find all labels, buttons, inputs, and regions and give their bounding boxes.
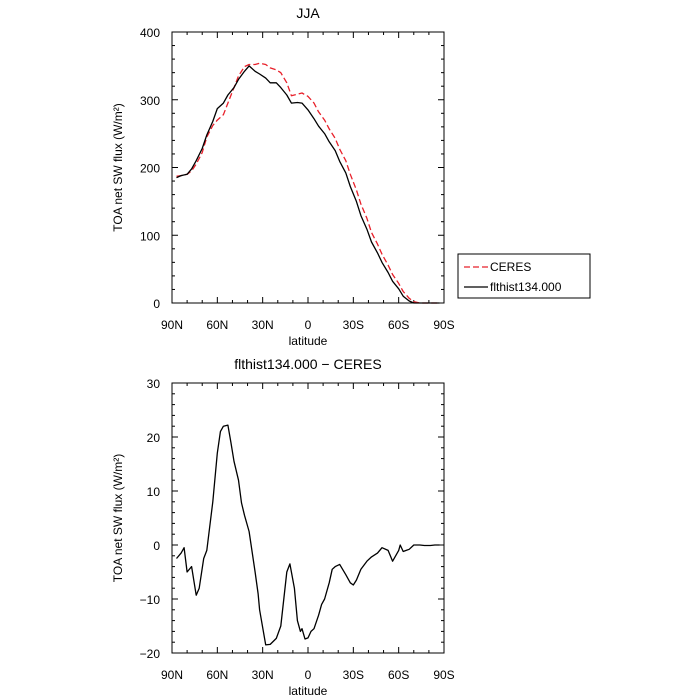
panel1-frame [171, 31, 445, 304]
panel2-x-axis-label: latitude [289, 684, 328, 698]
panel2-x-tick-label: 60N [206, 668, 228, 682]
legend-box [457, 253, 591, 299]
panel2-frame [171, 382, 445, 654]
panel2-x-tick-label: 30S [343, 668, 364, 682]
legend-label: flthist134.000 [490, 280, 562, 294]
panel2-y-tick-label: −10 [140, 593, 161, 607]
panel2-y-tick-label: −20 [140, 647, 161, 661]
panel2-x-tick-label: 60S [388, 668, 409, 682]
panel1-series-line-flthist134-000 [176, 65, 440, 304]
legend-label: CERES [490, 260, 531, 274]
panel1-y-axis-label: TOA net SW flux (W/m²) [111, 103, 125, 231]
panel1-title: JJA [296, 5, 320, 21]
panel2-y-tick-label: 10 [147, 485, 161, 499]
panel1-y-tick-label: 100 [140, 229, 160, 243]
panel1-x-tick-label: 60N [206, 318, 228, 332]
panel1-y-tick-label: 0 [153, 297, 160, 311]
panel1-x-tick-label: 0 [305, 318, 312, 332]
panel2-title: flthist134.000 − CERES [234, 356, 381, 372]
panel2-y-axis-label: TOA net SW flux (W/m²) [111, 454, 125, 582]
panel2-x-tick-label: 90S [433, 668, 454, 682]
panel1-y-tick-label: 300 [140, 94, 160, 108]
panel1-x-tick-label: 30N [252, 318, 274, 332]
panel2-y-tick-label: 30 [147, 377, 161, 391]
panel1-x-tick-label: 60S [388, 318, 409, 332]
panel1-x-tick-label: 90S [433, 318, 454, 332]
panel2-x-tick-label: 90N [161, 668, 183, 682]
panel1-x-tick-label: 90N [161, 318, 183, 332]
panel2-series-line-difference [176, 424, 440, 646]
panel1-y-tick-label: 200 [140, 162, 160, 176]
panel1-series-line-ceres [176, 62, 440, 304]
panel2-y-tick-label: 0 [153, 539, 160, 553]
panel1-x-axis-label: latitude [289, 334, 328, 348]
panel2-x-tick-label: 30N [252, 668, 274, 682]
panel2-y-tick-label: 20 [147, 431, 161, 445]
panel1-x-tick-label: 30S [343, 318, 364, 332]
panel1-y-tick-label: 400 [140, 26, 160, 40]
panel2-x-tick-label: 0 [305, 668, 312, 682]
